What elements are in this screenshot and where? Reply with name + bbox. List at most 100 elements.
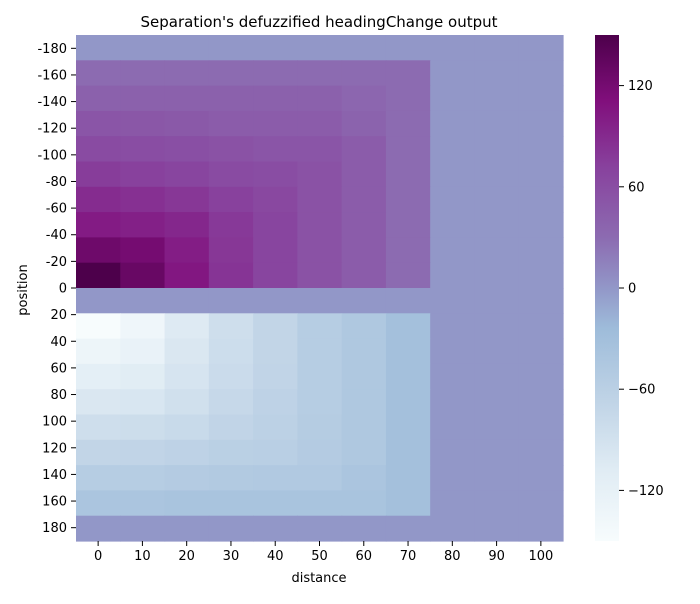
heatmap-cell — [253, 288, 298, 314]
y-tick-label: -20 — [46, 255, 67, 270]
heatmap-cell — [430, 439, 476, 466]
heatmap-cell — [518, 237, 564, 264]
heatmap-cell — [208, 161, 254, 188]
heatmap-cell — [297, 515, 343, 542]
heatmap-cell — [208, 186, 254, 213]
heatmap-cell — [76, 237, 121, 264]
y-tick-label: -180 — [37, 42, 67, 57]
y-tick-label: 60 — [50, 361, 67, 376]
heatmap-cell — [76, 313, 121, 340]
heatmap-cell — [164, 515, 210, 542]
heatmap-cell — [76, 338, 121, 365]
heatmap-cell — [253, 186, 298, 213]
y-axis-label: position — [16, 264, 31, 316]
x-tick-label: 30 — [223, 549, 240, 564]
heatmap-cell — [474, 161, 520, 188]
heatmap-cell — [430, 363, 476, 390]
heatmap-cell — [76, 363, 121, 390]
heatmap-cell — [430, 85, 476, 112]
heatmap-cell — [474, 389, 520, 416]
heatmap-cell — [518, 414, 564, 441]
heatmap-cell — [76, 414, 121, 441]
heatmap-cell — [385, 161, 431, 188]
heatmap-cell — [297, 262, 343, 289]
heatmap-cell — [76, 389, 121, 416]
heatmap-cell — [385, 313, 431, 340]
heatmap-cell — [385, 212, 431, 238]
heatmap-cell — [76, 35, 121, 61]
heatmap-cell — [385, 35, 431, 61]
heatmap-cell — [208, 439, 254, 466]
heatmap-cell — [297, 60, 343, 87]
heatmap-cell — [76, 186, 121, 213]
heatmap-cell — [76, 212, 121, 238]
heatmap-cell — [385, 414, 431, 441]
heatmap-cell — [120, 465, 166, 491]
heatmap-cell — [518, 338, 564, 365]
heatmap-cell — [341, 439, 387, 466]
heatmap-cell — [208, 212, 254, 238]
heatmap-cell — [518, 110, 564, 137]
heatmap-cell — [430, 212, 476, 238]
heatmap-cell — [341, 85, 387, 112]
heatmap-cell — [518, 515, 564, 542]
heatmap-cell — [120, 389, 166, 416]
heatmap-cell — [341, 212, 387, 238]
heatmap-cell — [385, 490, 431, 517]
heatmap-cell — [120, 161, 166, 188]
heatmap-cell — [430, 35, 476, 61]
heatmap-cell — [297, 212, 343, 238]
colorbar-tick-label: 60 — [628, 180, 645, 195]
heatmap-cell — [297, 414, 343, 441]
heatmap-cell — [341, 465, 387, 491]
heatmap-cell — [341, 186, 387, 213]
heatmap-cell — [120, 212, 166, 238]
heatmap-cell — [341, 35, 387, 61]
x-tick-label: 100 — [528, 549, 553, 564]
heatmap-cell — [474, 35, 520, 61]
heatmap-cell — [76, 490, 121, 517]
heatmap-cell — [253, 262, 298, 289]
heatmap-cell — [208, 288, 254, 314]
y-tick-label: 80 — [50, 388, 67, 403]
heatmap-cell — [253, 389, 298, 416]
heatmap-cell — [430, 262, 476, 289]
heatmap-cell — [430, 60, 476, 87]
heatmap-cell — [253, 60, 298, 87]
heatmap-cell — [430, 414, 476, 441]
y-tick-label: -140 — [37, 95, 67, 110]
y-axis: -180 -160 -140 -120 -100 -80 -60 -40 -20 0 20 40 60 8… — [37, 42, 76, 536]
heatmap-cell — [385, 136, 431, 163]
x-tick-label: 40 — [267, 549, 284, 564]
heatmap-cell — [474, 338, 520, 365]
heatmap-cell — [208, 85, 254, 112]
heatmap-cell — [341, 60, 387, 87]
heatmap-cell — [164, 136, 210, 163]
heatmap-cell — [76, 161, 121, 188]
heatmap-cell — [253, 338, 298, 365]
x-tick-label: 60 — [355, 549, 372, 564]
heatmap-cell — [341, 288, 387, 314]
heatmap-cell — [297, 85, 343, 112]
heatmap-cell — [164, 439, 210, 466]
heatmap-cell — [120, 338, 166, 365]
heatmap-cell — [518, 288, 564, 314]
heatmap-cell — [120, 262, 166, 289]
heatmap-cell — [164, 490, 210, 517]
heatmap-cell — [474, 262, 520, 289]
heatmap-cell — [474, 439, 520, 466]
heatmap-cell — [518, 389, 564, 416]
y-tick-label: 100 — [42, 415, 67, 430]
heatmap-cell — [164, 262, 210, 289]
heatmap-cell — [208, 313, 254, 340]
heatmap-cell — [385, 515, 431, 542]
heatmap-cell — [474, 465, 520, 491]
chart-title: Separation's defuzzified headingChange o… — [141, 13, 498, 31]
heatmap-cell — [208, 35, 254, 61]
y-tick-label: 20 — [50, 308, 67, 323]
heatmap-cell — [385, 465, 431, 491]
heatmap-cell — [297, 35, 343, 61]
heatmap-cell — [474, 515, 520, 542]
